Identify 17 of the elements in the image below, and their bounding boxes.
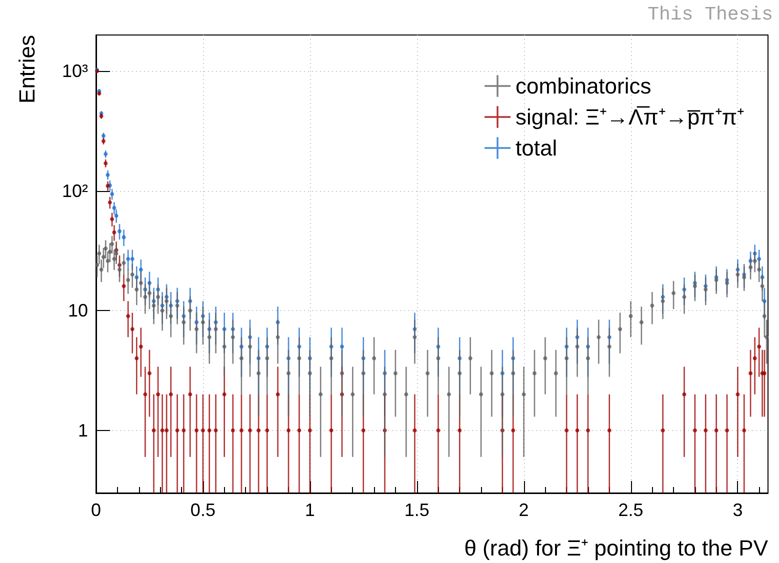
x-tick-label: 2 [518, 500, 529, 520]
x-tick-label: 1.5 [404, 500, 430, 520]
y-tick-label: 10² [62, 180, 88, 201]
legend-label: combinatorics [516, 74, 652, 98]
y-tick-label: 10³ [62, 61, 88, 82]
text: This Thesis [648, 4, 773, 26]
x-tick-label: 0 [90, 500, 102, 520]
x-tick-label: 3 [732, 500, 743, 520]
legend-label: total [516, 136, 558, 160]
x-tick-label: 2.5 [618, 500, 644, 520]
legend-label: signal: Ξ⁺→Λ̅π⁺→p̅π⁺π⁺ [516, 104, 744, 130]
y-tick-label: 1 [78, 420, 88, 440]
y-axis-title: Entries [14, 35, 40, 104]
x-axis-title: θ (rad) for Ξ⁺ pointing to the PV [464, 536, 768, 560]
y-tick-label: 10 [68, 300, 88, 321]
x-tick-label: 1 [304, 500, 315, 520]
x-tick-label: 0.5 [190, 500, 216, 520]
